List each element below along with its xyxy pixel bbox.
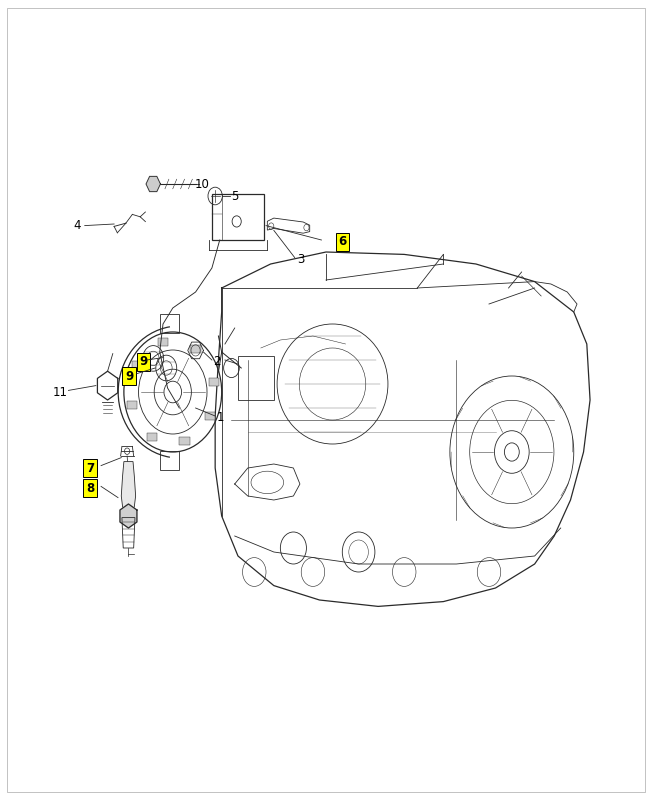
Polygon shape <box>146 176 160 192</box>
Bar <box>160 314 179 334</box>
Text: 3: 3 <box>297 253 305 266</box>
Bar <box>179 438 190 446</box>
Bar <box>190 345 201 353</box>
Text: 6: 6 <box>338 235 346 248</box>
Text: 9: 9 <box>140 355 147 368</box>
Text: 5: 5 <box>231 190 239 202</box>
Bar <box>238 356 274 400</box>
Text: 7: 7 <box>86 462 94 474</box>
Polygon shape <box>120 504 137 528</box>
Text: 2: 2 <box>213 355 220 368</box>
Text: 9: 9 <box>125 370 133 382</box>
Bar <box>209 378 219 386</box>
Text: 11: 11 <box>53 386 68 398</box>
Text: 1: 1 <box>216 411 224 424</box>
Bar <box>160 450 179 470</box>
Text: 4: 4 <box>73 219 81 232</box>
Bar <box>158 338 168 346</box>
Bar <box>132 362 142 370</box>
Polygon shape <box>121 462 136 512</box>
Bar <box>147 433 157 441</box>
Bar <box>205 412 215 420</box>
Text: 8: 8 <box>86 482 94 494</box>
Text: 10: 10 <box>195 178 209 190</box>
Bar <box>212 194 264 240</box>
Bar <box>127 401 138 409</box>
